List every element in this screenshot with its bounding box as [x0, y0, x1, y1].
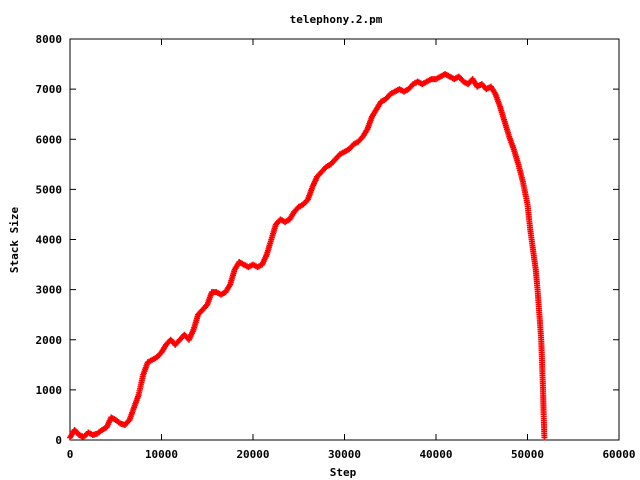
y-tick-label: 8000	[36, 33, 63, 46]
y-tick-label: 5000	[36, 183, 63, 196]
x-axis-ticks: 0 10000 20000 30000 40000 50000 60000	[67, 39, 636, 461]
x-tick-label: 40000	[419, 448, 452, 461]
y-tick-label: 0	[55, 434, 62, 447]
x-axis-label: Step	[330, 466, 357, 479]
plot-border	[69, 38, 620, 441]
x-tick-label: 0	[67, 448, 74, 461]
y-tick-label: 6000	[36, 133, 63, 146]
x-tick-label: 60000	[602, 448, 635, 461]
data-points	[67, 71, 548, 441]
y-tick-label: 2000	[36, 334, 63, 347]
y-tick-label: 3000	[36, 284, 63, 297]
data-point	[541, 434, 548, 441]
y-tick-label: 4000	[36, 234, 63, 247]
x-tick-label: 50000	[511, 448, 544, 461]
x-tick-label: 20000	[236, 448, 269, 461]
y-tick-label: 1000	[36, 384, 63, 397]
chart-title: telephony.2.pm	[290, 13, 383, 26]
y-axis-ticks: 0 1000 2000 3000 4000 5000 6000 7000 8000	[36, 33, 619, 447]
y-axis-label: Stack Size	[8, 207, 21, 274]
x-tick-label: 10000	[145, 448, 178, 461]
y-tick-label: 7000	[36, 83, 63, 96]
x-tick-label: 30000	[328, 448, 361, 461]
plot-area	[69, 38, 620, 441]
